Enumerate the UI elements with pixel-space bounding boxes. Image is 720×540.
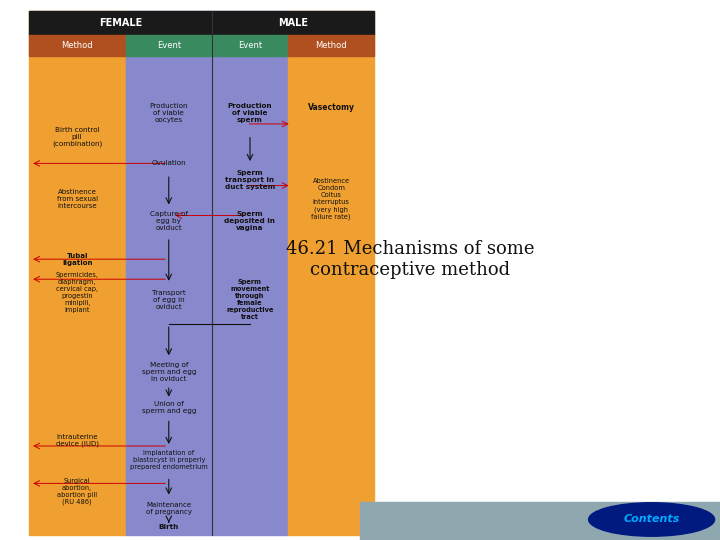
Text: Sperm
deposited in
vagina: Sperm deposited in vagina [225,211,276,231]
Bar [212,11,288,535]
Text: Intrauterine
device (IUD): Intrauterine device (IUD) [55,434,99,447]
Text: Event: Event [238,41,262,50]
Text: Transport
of egg in
oviduct: Transport of egg in oviduct [152,290,186,310]
Bar [29,11,125,535]
Text: Spermicides,
diaphragm,
cervical cap,
progestin
minipill,
implant: Spermicides, diaphragm, cervical cap, pr… [55,272,99,313]
Text: Surgical
abortion,
abortion pill
(RU 486): Surgical abortion, abortion pill (RU 486… [57,478,97,505]
Text: MALE: MALE [278,18,308,28]
Bar [360,502,720,540]
Text: Abstinence
Condom
Coitus
Interruptus
(very high
failure rate): Abstinence Condom Coitus Interruptus (ve… [312,178,351,220]
Text: Sperm
transport in
duct system: Sperm transport in duct system [225,170,275,190]
Text: Capture of
egg by
oviduct: Capture of egg by oviduct [150,211,188,231]
Bar [125,11,212,535]
Bar [125,35,212,56]
Text: Production
of viable
sperm: Production of viable sperm [228,103,272,123]
Bar [212,35,288,56]
Text: Sperm
movement
through
female
reproductive
tract: Sperm movement through female reproducti… [226,279,274,320]
Text: Vasectomy: Vasectomy [307,103,355,112]
Text: Method: Method [61,41,93,50]
Text: Tubal
ligation: Tubal ligation [62,253,92,266]
Text: Implantation of
blastocyst in properly
prepared endometrium: Implantation of blastocyst in properly p… [130,450,207,470]
Text: Birth control
pill
(combination): Birth control pill (combination) [52,127,102,147]
Ellipse shape [588,503,714,536]
Text: Method: Method [315,41,347,50]
Text: Event: Event [157,41,181,50]
Bar [212,11,374,35]
Text: Maintenance
of pregnancy: Maintenance of pregnancy [145,502,192,515]
Text: Union of
sperm and egg: Union of sperm and egg [142,401,196,414]
Text: Birth: Birth [158,524,179,530]
Bar [29,11,212,35]
Text: Ovulation: Ovulation [151,160,186,166]
Bar [288,11,374,535]
Bar [29,35,125,56]
Bar [288,35,374,56]
Text: Meeting of
sperm and egg
in oviduct: Meeting of sperm and egg in oviduct [142,362,196,382]
Text: FEMALE: FEMALE [99,18,142,28]
Text: Abstinence
from sexual
intercourse: Abstinence from sexual intercourse [57,190,98,210]
Text: Contents: Contents [624,515,680,524]
Text: Production
of viable
oocytes: Production of viable oocytes [150,103,188,123]
Text: 46.21 Mechanisms of some
contraceptive method: 46.21 Mechanisms of some contraceptive m… [286,240,535,279]
